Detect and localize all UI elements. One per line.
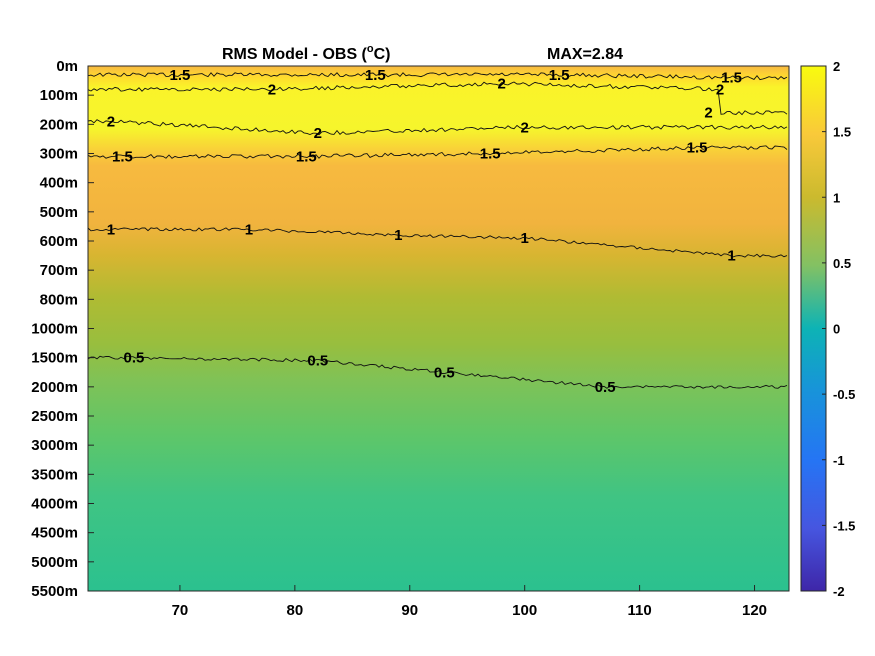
y-tick-label: 300m <box>40 146 78 163</box>
contour-label: 1 <box>727 248 735 265</box>
y-tick-label: 3500m <box>31 466 78 483</box>
chart-title-text: RMS Model - OBS ( <box>222 46 368 63</box>
contour-label: 1 <box>521 230 529 247</box>
contour-label: 2 <box>107 113 115 130</box>
contour-line <box>87 145 788 159</box>
y-tick-label: 500m <box>40 204 78 221</box>
y-tick-label: 4000m <box>31 496 78 513</box>
contour-label: 1.5 <box>365 67 386 84</box>
max-label: MAX=2.84 <box>547 46 623 63</box>
colorbar-tick-label: 0 <box>833 322 840 337</box>
y-tick-label: 400m <box>40 175 78 192</box>
contour-line <box>87 227 788 258</box>
x-tick-label: 100 <box>512 602 537 619</box>
y-tick-label: 100m <box>40 87 78 104</box>
contour-label: 2 <box>704 105 712 122</box>
colorbar-tick-label: 1 <box>833 190 840 205</box>
y-tick-label: 5500m <box>31 583 78 600</box>
y-tick-label: 1500m <box>31 350 78 367</box>
y-tick-label: 4500m <box>31 525 78 542</box>
contour-label: 1.5 <box>170 67 191 84</box>
contour-label: 0.5 <box>307 353 328 370</box>
x-tick-label: 80 <box>287 602 304 619</box>
x-axis: 70 80 90 100 110 120 <box>172 585 767 619</box>
contour-label: 2 <box>716 81 724 98</box>
y-tick-label: 1000m <box>31 321 78 338</box>
contour-label: 1.5 <box>687 140 708 157</box>
colorbar-tick-label: -0.5 <box>833 387 855 402</box>
contour-label: 2 <box>268 81 276 98</box>
contour-label: 2 <box>521 119 529 136</box>
contour-label: 1 <box>394 227 402 244</box>
y-tick-label: 600m <box>40 233 78 250</box>
contour-label: 2 <box>314 125 322 142</box>
degree-symbol: o <box>367 43 374 55</box>
x-tick-label: 70 <box>172 602 189 619</box>
chart-title: RMS Model - OBS (oC) <box>222 43 391 63</box>
x-tick-label: 120 <box>742 602 767 619</box>
y-tick-label: 700m <box>40 262 78 279</box>
contour-line <box>87 81 788 116</box>
y-tick-label: 800m <box>40 291 78 308</box>
colorbar-tick-label: -1 <box>833 453 845 468</box>
y-tick-label: 3000m <box>31 437 78 454</box>
contour-lines <box>87 72 788 389</box>
contour-label: 1.5 <box>721 70 742 87</box>
contour-label: 2 <box>498 76 506 93</box>
contour-line <box>87 355 788 389</box>
contour-label: 1.5 <box>480 146 501 163</box>
colorbar-tick-label: -2 <box>833 584 845 599</box>
contour-label: 0.5 <box>434 364 455 381</box>
contour-label: 1.5 <box>549 67 570 84</box>
contour-label: 0.5 <box>595 379 616 396</box>
contour-label: 1 <box>107 221 115 238</box>
colorbar-tick-label: -1.5 <box>833 518 855 533</box>
contour-line <box>87 72 788 81</box>
contour-label: 1.5 <box>296 148 317 165</box>
y-tick-label: 0m <box>56 58 78 75</box>
colorbar-tick-label: 1.5 <box>833 125 851 140</box>
y-tick-label: 2000m <box>31 379 78 396</box>
colorbar-ticks: 2 1.5 1 0.5 0 -0.5 -1 -1.5 -2 <box>822 59 855 599</box>
contour-label: 1.5 <box>112 148 133 165</box>
chart-title-unit: C) <box>374 46 391 63</box>
plot-field <box>88 66 789 591</box>
colorbar-tick-label: 0.5 <box>833 256 851 271</box>
contour-line <box>87 119 788 136</box>
y-axis: 0m 100m 200m 300m 400m 500m 600m 700m 800m 1000m 1… <box>31 58 94 600</box>
contour-label: 0.5 <box>124 350 145 367</box>
y-tick-label: 5000m <box>31 554 78 571</box>
x-tick-label: 90 <box>401 602 418 619</box>
y-tick-label: 2500m <box>31 408 78 425</box>
x-tick-label: 110 <box>628 602 652 619</box>
y-tick-label: 200m <box>40 116 78 133</box>
contour-label: 1 <box>245 221 253 238</box>
colorbar-tick-label: 2 <box>833 59 840 74</box>
